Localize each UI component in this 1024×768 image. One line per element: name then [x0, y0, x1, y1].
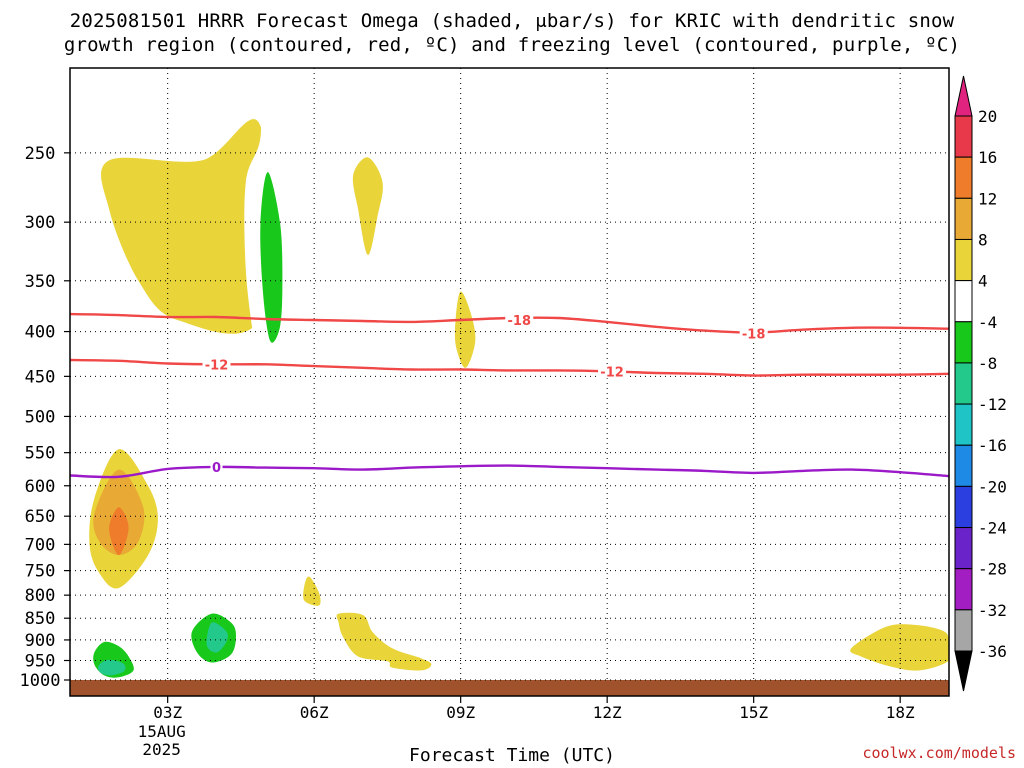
contour-label-bg — [739, 326, 768, 341]
colorbar-under-arrow — [954, 650, 973, 692]
colorbar-label--28: -28 — [978, 560, 1007, 579]
contour-line--12 — [70, 358, 949, 377]
x-tick-label-09Z: 09Z — [446, 703, 475, 722]
y-tick-label-250: 250 — [25, 144, 56, 164]
x-axis-label: Forecast Time (UTC) — [409, 745, 615, 766]
colorbar-bin--24 — [954, 485, 973, 529]
colorbar-label-4: 4 — [978, 272, 988, 291]
colorbar-label--12: -12 — [978, 395, 1007, 414]
y-axis-ticks: 2503003504004505005506006507007508008509… — [20, 144, 70, 691]
colorbar-bin--12 — [954, 362, 973, 405]
colorbar-label--8: -8 — [978, 354, 997, 373]
y-tick-label-1000: 1000 — [20, 671, 61, 691]
plot-frame — [69, 67, 950, 697]
colorbar-label--16: -16 — [978, 436, 1007, 455]
y-tick-label-500: 500 — [25, 407, 56, 427]
contour-label-bg — [202, 357, 231, 372]
colorbar-bin--32 — [954, 568, 973, 611]
colorbar-bin--16 — [954, 403, 973, 446]
contour-label: -18 — [508, 314, 532, 329]
site-credit: coolwx.com/models — [862, 744, 1016, 762]
y-tick-label-750: 750 — [25, 562, 56, 582]
contour-line-0 — [70, 464, 949, 479]
contour-label-bg — [598, 364, 627, 379]
ground-band — [70, 680, 949, 696]
colorbar-label--32: -32 — [978, 601, 1007, 620]
omega-region-18 — [156, 637, 185, 671]
y-tick-label-300: 300 — [25, 213, 56, 233]
y-tick-label-550: 550 — [25, 444, 56, 464]
omega-region-7 — [336, 612, 432, 671]
colorbar-bin--36 — [954, 609, 973, 652]
y-tick-label-650: 650 — [25, 507, 56, 527]
contour-label: -18 — [742, 327, 766, 342]
x-tick-date-label: 2025 — [142, 740, 181, 759]
omega-region-5 — [109, 507, 129, 556]
omega-region-12 — [782, 531, 825, 607]
x-tick-label-12Z: 12Z — [593, 703, 622, 722]
chart-title-line-2: growth region (contoured, red, ºC) and f… — [63, 34, 961, 56]
colorbar-label--24: -24 — [978, 519, 1007, 538]
y-tick-label-400: 400 — [25, 323, 56, 343]
x-tick-date-label: 15AUG — [138, 722, 186, 741]
contour-label-bg — [210, 459, 223, 474]
omega-region-0 — [100, 119, 270, 334]
colorbar-label--20: -20 — [978, 477, 1007, 496]
omega-region-11 — [498, 124, 525, 210]
ground-fill — [70, 680, 949, 696]
y-tick-label-900: 900 — [25, 631, 56, 651]
colorbar-over-arrow — [954, 75, 973, 117]
x-tick-label-18Z: 18Z — [886, 703, 915, 722]
contour-label: -12 — [600, 365, 624, 380]
colorbar-bin--4 — [954, 280, 973, 323]
omega-region-13 — [79, 572, 308, 679]
contour-label: -12 — [205, 358, 229, 373]
colorbar-bin-16 — [954, 115, 973, 158]
y-tick-label-350: 350 — [25, 272, 56, 292]
temperature-contours: -18 -18 -12 -12 0 — [70, 312, 949, 479]
y-tick-label-450: 450 — [25, 367, 56, 387]
contour-label: 0 — [212, 461, 221, 476]
omega-region-15 — [98, 659, 126, 676]
x-tick-label-15Z: 15Z — [739, 703, 768, 722]
omega-colorbar: 20 16 12 8 4 -4 -8 -12 -16 -20 -24 -28 -32 -36 — [954, 75, 1007, 692]
colorbar-label-12: 12 — [978, 189, 997, 208]
y-tick-label-850: 850 — [25, 609, 56, 629]
colorbar-bin--28 — [954, 527, 973, 570]
omega-region-6 — [303, 576, 321, 606]
colorbar-label--36: -36 — [978, 642, 1007, 661]
colorbar-label-16: 16 — [978, 148, 997, 167]
plot-border — [69, 67, 950, 697]
colorbar-bin-12 — [954, 156, 973, 199]
colorbar-bin--20 — [954, 444, 973, 487]
colorbar-bin-4 — [954, 238, 973, 282]
y-tick-label-800: 800 — [25, 586, 56, 606]
omega-region-8 — [850, 624, 949, 671]
contour-label-bg — [505, 312, 534, 327]
omega-shaded-regions — [79, 68, 949, 679]
omega-region-17 — [206, 622, 228, 653]
colorbar-label-20: 20 — [978, 107, 997, 126]
x-tick-label-06Z: 06Z — [300, 703, 329, 722]
y-tick-label-950: 950 — [25, 651, 56, 671]
omega-region-1 — [352, 157, 383, 256]
chart-title-line-1: 2025081501 HRRR Forecast Omega (shaded, … — [69, 10, 955, 32]
y-tick-label-700: 700 — [25, 535, 56, 555]
omega-region-10 — [260, 172, 283, 343]
colorbar-bin-8 — [954, 197, 973, 240]
x-tick-label-03Z: 03Z — [153, 703, 182, 722]
colorbar-label-8: 8 — [978, 230, 988, 249]
colorbar-bin--8 — [954, 321, 973, 364]
y-tick-label-600: 600 — [25, 477, 56, 497]
omega-region-2 — [454, 291, 476, 368]
colorbar-label--4: -4 — [978, 313, 997, 332]
